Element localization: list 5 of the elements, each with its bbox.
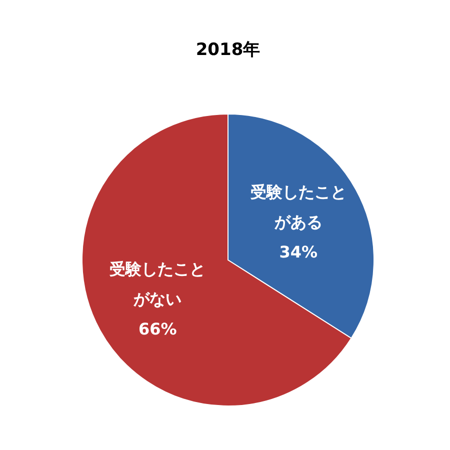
chart-title: 2018年 — [196, 40, 260, 60]
slice-label: 受験したことがない — [108, 260, 206, 309]
data-label: 66% — [138, 320, 177, 339]
slice-label: 受験したことがある — [249, 182, 346, 232]
data-label: 34% — [279, 242, 318, 262]
